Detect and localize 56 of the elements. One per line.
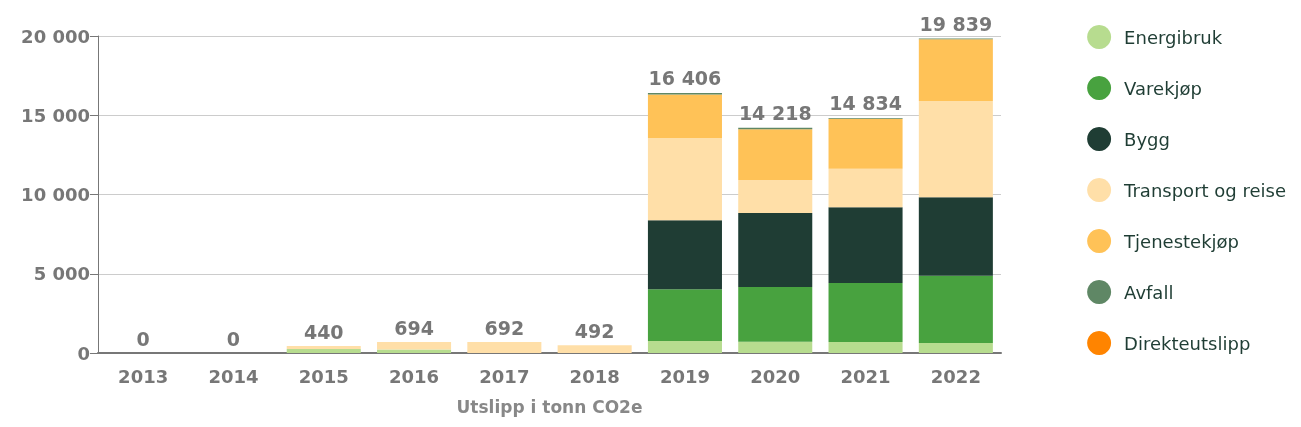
total-label: 0 <box>226 327 241 350</box>
bar <box>828 207 903 283</box>
legend-label: Tjenestekjøp <box>1123 230 1240 252</box>
x-tick-label: 2014 <box>208 365 259 387</box>
y-tick-label: 5 000 <box>33 263 90 285</box>
legend-label: Avfall <box>1124 281 1174 303</box>
bar <box>647 341 722 353</box>
bar <box>467 342 542 353</box>
bar <box>738 287 813 342</box>
bar <box>918 100 993 198</box>
total-label: 440 <box>303 320 344 343</box>
x-tick-label: 2017 <box>479 365 530 387</box>
bar <box>918 197 993 276</box>
bar <box>828 342 903 353</box>
total-label: 14 834 <box>829 92 902 115</box>
legend-label: Energibruk <box>1124 26 1223 48</box>
total-label: 19 839 <box>919 13 993 36</box>
x-tick-label: 2016 <box>389 365 440 387</box>
bar <box>918 39 993 101</box>
bar <box>647 289 722 342</box>
x-axis-title: Utslipp i tonn CO2e <box>456 396 643 417</box>
legend-label: Bygg <box>1124 128 1170 150</box>
bar <box>828 168 903 208</box>
y-tick-label: 20 000 <box>21 25 90 47</box>
total-label: 0 <box>136 327 150 350</box>
x-tick-label: 2015 <box>298 365 349 387</box>
x-tick-label: 2013 <box>118 365 169 387</box>
y-tick-label: 15 000 <box>21 104 90 126</box>
legend-label: Varekjøp <box>1124 77 1203 99</box>
x-tick-label: 2022 <box>930 365 981 387</box>
bar <box>738 180 813 214</box>
total-label: 692 <box>484 316 525 339</box>
bar <box>828 118 903 169</box>
y-tick-label: 0 <box>77 342 90 364</box>
total-label: 14 218 <box>738 102 812 125</box>
total-label: 492 <box>574 319 615 342</box>
bar <box>557 345 632 353</box>
y-tick-label: 10 000 <box>21 184 90 205</box>
total-label: 16 406 <box>648 67 722 90</box>
bar <box>738 129 813 181</box>
x-tick-label: 2019 <box>659 365 710 387</box>
legend-label: Transport og reise <box>1123 179 1287 201</box>
bar <box>647 94 722 139</box>
bar <box>918 343 993 353</box>
bar <box>738 213 813 288</box>
bar <box>828 282 903 343</box>
x-tick-label: 2021 <box>840 365 891 387</box>
bar <box>647 220 722 290</box>
bar <box>377 342 452 350</box>
legend-label: Direkteutslipp <box>1124 332 1251 354</box>
total-label: 694 <box>394 316 434 339</box>
bar <box>738 341 813 353</box>
x-tick-label: 2018 <box>569 365 620 387</box>
x-tick-label: 2020 <box>750 365 801 387</box>
bar <box>647 138 722 221</box>
bar <box>918 275 993 344</box>
